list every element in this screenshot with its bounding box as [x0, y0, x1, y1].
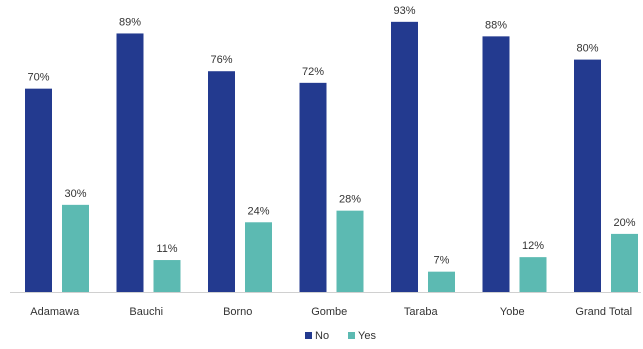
bar-no-gombe [299, 82, 327, 292]
bar-yes-borno [245, 222, 272, 292]
x-tick-label: Yobe [500, 306, 525, 318]
bars-layer [25, 21, 638, 293]
bar-yes-bauchi [153, 260, 181, 292]
legend-swatch-yes [348, 332, 355, 339]
data-label-yes-borno: 24% [247, 205, 269, 217]
bar-no-taraba [391, 21, 418, 293]
data-label-yes-adamawa: 30% [64, 188, 86, 200]
x-tick-label: Borno [223, 306, 252, 318]
data-labels-layer: 70% 30% 89% 11% 76% 24% 72% 28% 93% 7% 88% 12% 80% 20… [27, 5, 635, 267]
data-label-no-yobe: 88% [485, 19, 507, 31]
data-label-no-borno: 76% [210, 54, 232, 66]
x-tick-labels-layer: Adamawa Bauchi Borno Gombe Taraba Yobe Grand T… [30, 306, 632, 318]
x-tick-label: Bauchi [129, 306, 163, 318]
legend-label-no: No [315, 330, 329, 342]
legend-label-yes: Yes [358, 330, 376, 342]
data-label-no-grand-total: 80% [576, 43, 598, 55]
x-tick-label: Adamawa [30, 306, 80, 318]
data-label-yes-grand-total: 20% [613, 217, 635, 229]
bar-yes-taraba [428, 271, 455, 292]
bar-no-grand-total [574, 59, 601, 292]
data-label-yes-yobe: 12% [522, 240, 544, 252]
legend-swatch-no [305, 332, 312, 339]
data-label-yes-bauchi: 11% [156, 243, 177, 255]
bar-no-yobe [482, 36, 510, 292]
bar-no-borno [208, 71, 235, 292]
bar-yes-yobe [519, 257, 547, 292]
data-label-yes-gombe: 28% [339, 194, 361, 206]
bar-yes-grand-total [611, 233, 638, 292]
bar-no-bauchi [116, 33, 144, 292]
data-label-yes-taraba: 7% [434, 255, 450, 267]
legend: No Yes [305, 330, 376, 342]
data-label-no-taraba: 93% [393, 5, 415, 17]
x-tick-label: Taraba [404, 306, 439, 318]
data-label-no-gombe: 72% [302, 66, 324, 78]
data-label-no-bauchi: 89% [119, 16, 141, 28]
x-tick-label: Gombe [311, 306, 347, 318]
bar-no-adamawa [25, 88, 52, 293]
x-tick-label: Grand Total [575, 306, 632, 318]
bar-yes-adamawa [62, 204, 89, 292]
bar-yes-gombe [336, 210, 364, 292]
data-label-no-adamawa: 70% [27, 72, 49, 84]
